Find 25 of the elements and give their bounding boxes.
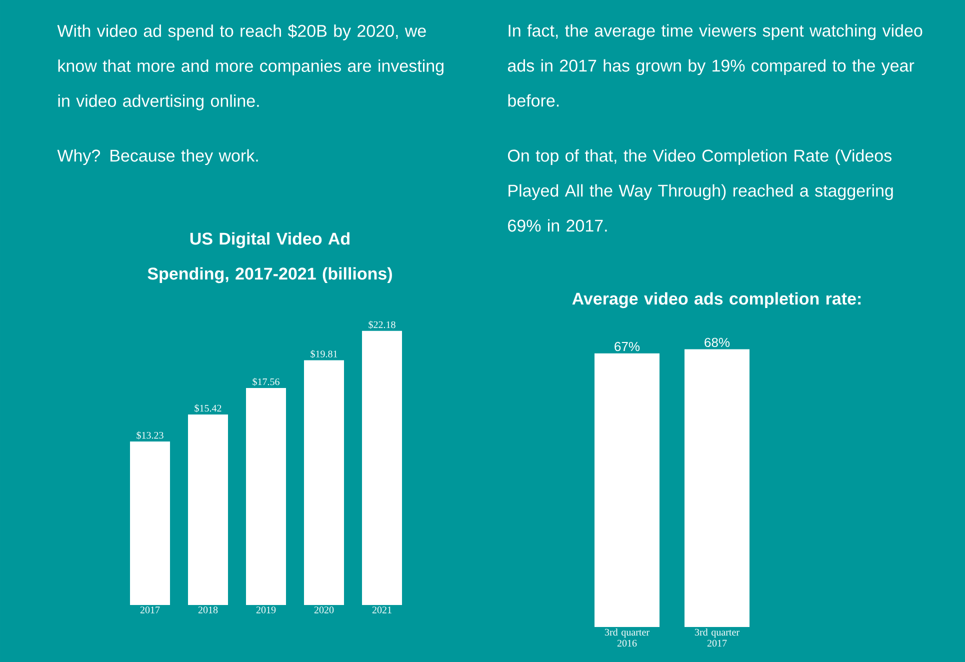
data-label: 68% xyxy=(704,338,730,348)
text: With video ad spend to reach $20B by 2020, we know that more and more companies are investing in video advertising online. xyxy=(57,24,444,110)
chart-title: Average video ads completion rate: xyxy=(572,292,861,308)
x-tick-label: 2019 xyxy=(256,606,276,614)
x-tick-label: 2021 xyxy=(372,606,392,614)
data-label: $13.23 xyxy=(136,431,164,440)
data-label: $22.18 xyxy=(368,320,396,329)
data-label: $17.56 xyxy=(252,378,280,386)
bar xyxy=(188,414,228,606)
bar xyxy=(246,388,286,606)
bar xyxy=(304,360,344,606)
chart-title: US Digital Video Ad Spending, 2017-2021 (billions) xyxy=(148,232,392,284)
data-label: $19.81 xyxy=(310,350,338,358)
bar xyxy=(362,330,402,606)
x-tick-label: 2020 xyxy=(314,606,334,614)
text: In fact, the average time viewers spent watching video ads in 2017 has grown by 19% compared to the year before. xyxy=(508,24,922,107)
x-tick-label: 2018 xyxy=(198,606,218,614)
x-tick-label: 2017 xyxy=(140,606,160,614)
x-tick-label: 3rd quarter 2017 xyxy=(695,628,740,647)
data-label: $15.42 xyxy=(194,404,222,412)
text: Why? Because they work. xyxy=(57,149,258,166)
data-label: 67% xyxy=(614,342,640,352)
x-tick-label: 3rd quarter 2016 xyxy=(605,628,650,647)
bar xyxy=(130,442,170,606)
text: On top of that, the Video Completion Rate (Videos Played All the Way Through) reached a staggering 69% in 2017. xyxy=(508,149,893,232)
